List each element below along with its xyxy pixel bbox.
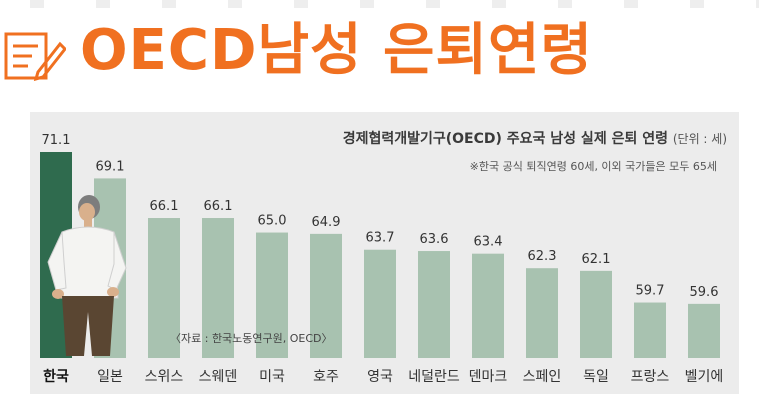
bar-value-label: 64.9: [312, 215, 341, 230]
retiree-illustration: [47, 195, 127, 356]
chart-title-text: 경제협력개발기구(OECD) 주요국 남성 실제 은퇴 연령: [342, 131, 668, 147]
headline: OECD남성 은퇴연령: [80, 18, 594, 83]
category-label: 벨기에: [685, 369, 724, 385]
chart-title: 경제협력개발기구(OECD) 주요국 남성 실제 은퇴 연령 (단위 : 세): [343, 128, 727, 148]
bar-5: [310, 233, 342, 358]
bar-11: [634, 302, 666, 358]
bar-value-label: 62.1: [582, 252, 611, 267]
top-decoration: [0, 0, 759, 8]
category-label: 프랑스: [631, 369, 670, 385]
bar-value-label: 71.1: [42, 133, 71, 148]
bar-9: [526, 268, 558, 358]
category-label: 미국: [259, 369, 285, 385]
bar-10: [580, 270, 612, 358]
header: OECD남성 은퇴연령: [0, 0, 759, 100]
chart-unit: (단위 : 세): [672, 132, 727, 146]
document-pencil-icon: [4, 32, 66, 82]
chart-note: ※한국 공식 퇴직연령 60세, 이외 국가들은 모두 65세: [469, 160, 717, 173]
bar-value-label: 66.1: [204, 199, 233, 214]
bar-value-label: 63.4: [474, 235, 503, 250]
category-label: 독일: [583, 369, 609, 385]
bar-value-label: 63.7: [366, 231, 395, 246]
category-label: 스위스: [145, 369, 184, 385]
bar-value-label: 62.3: [528, 249, 557, 264]
bar-3: [202, 218, 234, 358]
bar-8: [472, 253, 504, 358]
bar-value-label: 59.6: [690, 285, 719, 300]
bar-6: [364, 249, 396, 358]
category-label: 영국: [367, 369, 393, 385]
bar-7: [418, 251, 450, 358]
category-label: 덴마크: [469, 369, 508, 385]
category-label: 한국: [43, 369, 69, 385]
bar-12: [688, 303, 720, 358]
bar-2: [148, 218, 180, 358]
category-label: 일본: [97, 369, 123, 385]
labels-group: 71.1 한국 69.1 일본 66.1 스위스 66.1 스웨덴 65.0 미국 64.9 호주 63…: [42, 133, 724, 385]
bar-4: [256, 232, 288, 358]
category-label: 네덜란드: [408, 369, 460, 385]
category-label: 스웨덴: [199, 369, 238, 385]
category-label: 스페인: [523, 369, 562, 385]
category-label: 호주: [313, 369, 339, 385]
bar-value-label: 69.1: [96, 159, 125, 174]
bar-value-label: 63.6: [420, 232, 449, 247]
bars-group: [40, 152, 720, 358]
bar-value-label: 66.1: [150, 199, 179, 214]
bar-value-label: 59.7: [636, 284, 665, 299]
chart-source: 〈자료 : 한국노동연구원, OECD〉: [170, 332, 333, 345]
bar-value-label: 65.0: [258, 214, 287, 229]
